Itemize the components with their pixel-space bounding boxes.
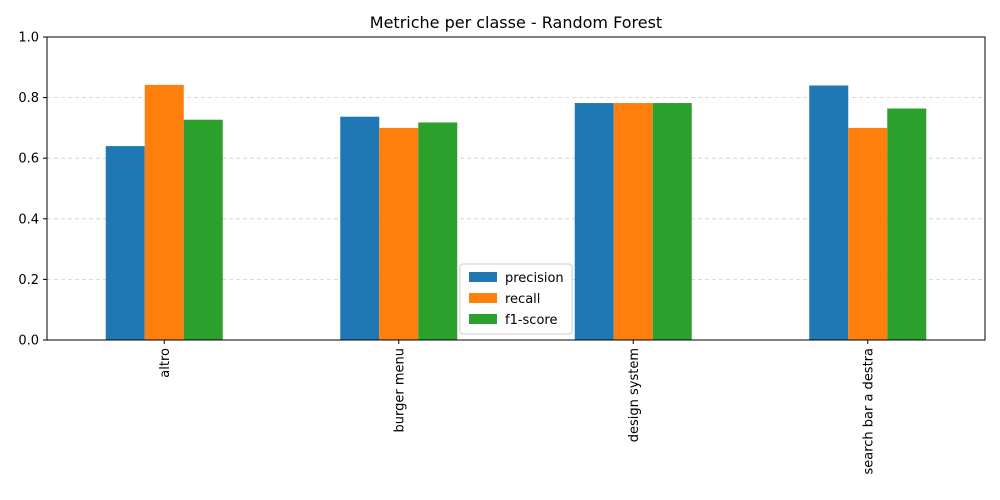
legend-swatch-precision — [469, 272, 497, 282]
x-tick-label: design system — [627, 348, 642, 442]
legend-swatch-recall — [469, 293, 497, 303]
plot-frame — [46, 36, 986, 341]
legend: precision recall f1-score — [459, 263, 573, 335]
bar-precision-search-bar-a-destra — [809, 85, 849, 340]
x-tick-label: altro — [158, 348, 173, 378]
bar-recall-burger-menu — [379, 127, 419, 341]
legend-label-recall: recall — [505, 292, 540, 307]
bar-recall-design-system — [613, 103, 653, 340]
bar-precision-burger-menu — [340, 116, 380, 341]
y-axis: 0.0 0.2 0.4 0.6 0.8 1.0 — [18, 31, 47, 349]
bar-f1-score-design-system — [652, 103, 692, 340]
bar-f1-score-search-bar-a-destra — [887, 108, 927, 341]
bar-precision-design-system — [574, 103, 614, 340]
bar-recall-search-bar-a-destra — [848, 127, 888, 341]
bars — [105, 84, 927, 341]
y-tick-label: 0.2 — [18, 273, 39, 288]
y-tick-label: 0.4 — [18, 212, 39, 227]
y-tick-label: 1.0 — [18, 31, 39, 46]
bar-precision-altro — [105, 146, 145, 340]
legend-swatch-f1-score — [469, 314, 497, 324]
bar-f1-score-burger-menu — [418, 122, 458, 340]
bar-f1-score-altro — [183, 119, 223, 341]
bar-recall-altro — [144, 84, 184, 341]
x-tick-label: search bar a destra — [861, 348, 876, 475]
legend-label-f1-score: f1-score — [505, 313, 557, 328]
chart-title: Metriche per classe - Random Forest — [370, 13, 662, 32]
y-tick-label: 0.8 — [18, 91, 39, 106]
x-tick-label: burger menu — [392, 348, 407, 432]
y-tick-label: 0.0 — [18, 334, 39, 349]
y-tick-label: 0.6 — [18, 152, 39, 167]
legend-label-precision: precision — [505, 271, 564, 286]
x-axis: altro burger menu design system search bar … — [158, 340, 876, 475]
